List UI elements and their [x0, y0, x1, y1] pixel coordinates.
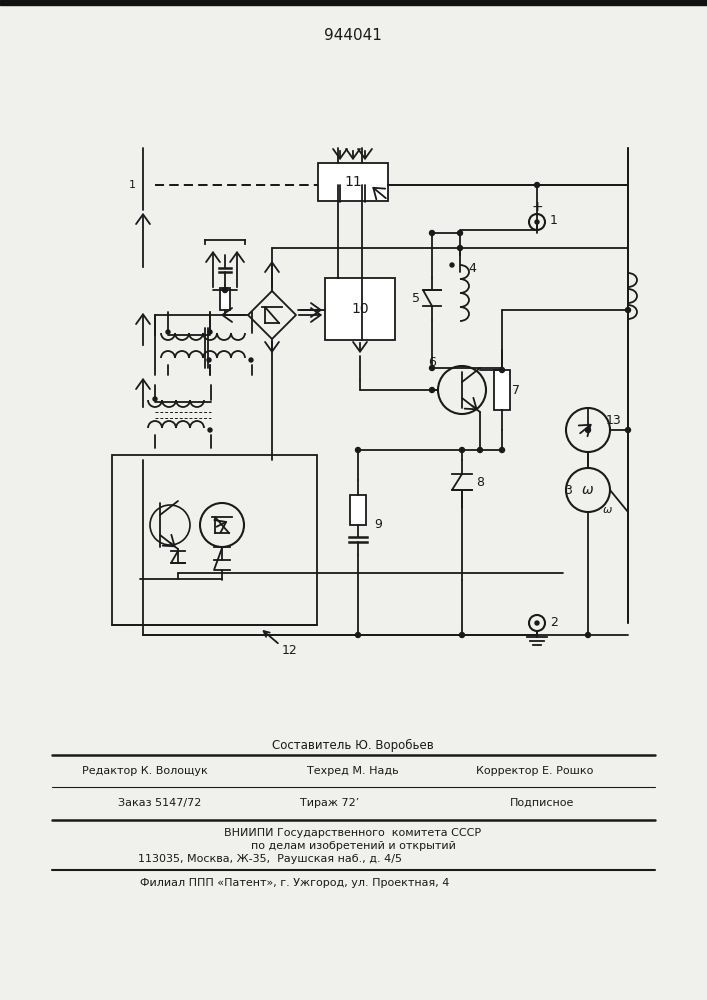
Circle shape — [356, 448, 361, 452]
Circle shape — [585, 428, 590, 432]
Text: 10: 10 — [351, 302, 369, 316]
Circle shape — [500, 448, 505, 452]
Circle shape — [208, 428, 212, 432]
Circle shape — [207, 358, 211, 362]
Text: 5: 5 — [412, 292, 420, 304]
Text: 8: 8 — [476, 476, 484, 488]
Text: ВНИИПИ Государственного  комитета СССР: ВНИИПИ Государственного комитета СССР — [224, 828, 481, 838]
Circle shape — [457, 231, 462, 235]
Text: Редактор К. Волощук: Редактор К. Волощук — [82, 766, 208, 776]
Bar — [350, 495, 366, 525]
Circle shape — [457, 245, 462, 250]
Text: 113035, Москва, Ж-35,  Раушская наб., д. 4/5: 113035, Москва, Ж-35, Раушская наб., д. … — [138, 854, 402, 864]
Text: 11: 11 — [344, 175, 362, 189]
Circle shape — [535, 621, 539, 625]
Text: Заказ 5147/72: Заказ 5147/72 — [118, 798, 201, 808]
Circle shape — [450, 263, 454, 267]
Circle shape — [223, 288, 228, 292]
Text: Филиал ППП «Патент», г. Ужгород, ул. Проектная, 4: Филиал ППП «Патент», г. Ужгород, ул. Про… — [140, 878, 450, 888]
Text: 13: 13 — [606, 414, 622, 426]
Text: +: + — [531, 200, 543, 214]
Bar — [494, 370, 510, 410]
Circle shape — [535, 220, 539, 224]
Bar — [112, 455, 317, 625]
Circle shape — [208, 330, 212, 334]
Text: Корректор Е. Рошко: Корректор Е. Рошко — [477, 766, 594, 776]
Circle shape — [626, 308, 631, 312]
Circle shape — [249, 358, 253, 362]
Text: 6: 6 — [428, 356, 436, 368]
Text: 12: 12 — [282, 644, 298, 656]
Bar — [220, 288, 230, 310]
Circle shape — [356, 633, 361, 638]
Circle shape — [460, 448, 464, 452]
Circle shape — [166, 330, 170, 334]
Circle shape — [585, 633, 590, 638]
Text: 3: 3 — [564, 484, 572, 496]
Text: ω: ω — [582, 483, 594, 497]
Text: 1: 1 — [129, 180, 136, 190]
Text: Составитель Ю. Воробьев: Составитель Ю. Воробьев — [272, 738, 434, 752]
Circle shape — [429, 365, 435, 370]
Bar — [325, 278, 395, 340]
Text: Подписное: Подписное — [510, 798, 574, 808]
Text: по делам изобретений и открытий: по делам изобретений и открытий — [250, 841, 455, 851]
Text: ω: ω — [603, 505, 613, 515]
Text: 7: 7 — [512, 383, 520, 396]
Circle shape — [429, 387, 435, 392]
Circle shape — [429, 231, 435, 235]
Text: Техред М. Надь: Техред М. Надь — [307, 766, 399, 776]
Text: Тираж 72’: Тираж 72’ — [300, 798, 359, 808]
Circle shape — [153, 397, 157, 401]
Circle shape — [534, 182, 539, 188]
Bar — [0, 0, 707, 5]
Bar — [318, 163, 388, 201]
Circle shape — [460, 633, 464, 638]
Circle shape — [626, 428, 631, 432]
Circle shape — [477, 448, 482, 452]
Text: 4: 4 — [468, 261, 476, 274]
Text: 2: 2 — [550, 616, 558, 630]
Text: 9: 9 — [374, 518, 382, 532]
Text: 944041: 944041 — [324, 27, 382, 42]
Circle shape — [500, 367, 505, 372]
Text: 1: 1 — [550, 214, 558, 227]
